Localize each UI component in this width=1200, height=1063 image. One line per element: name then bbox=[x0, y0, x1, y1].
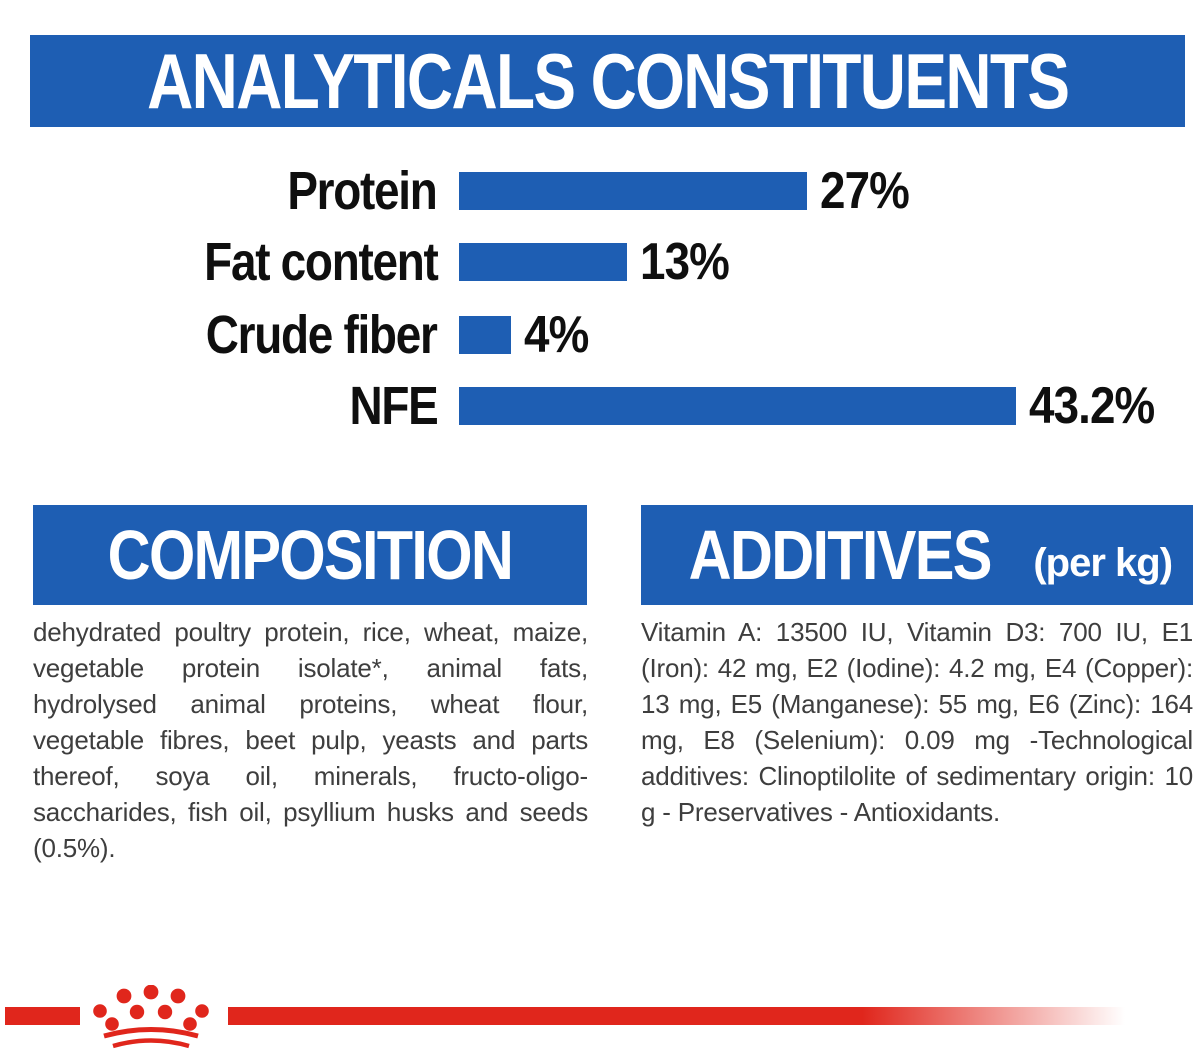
chart-label: Protein bbox=[287, 161, 438, 221]
composition-body: dehydrated poultry protein, rice, wheat,… bbox=[33, 617, 588, 863]
chart-row-crude-fiber: Crude fiber 4% bbox=[0, 305, 1200, 365]
bar-nfe bbox=[459, 387, 1017, 425]
chart-row-nfe: NFE 43.2% bbox=[0, 376, 1200, 436]
chart-label: Crude fiber bbox=[206, 305, 438, 365]
footer-red-line-right bbox=[228, 1007, 1134, 1025]
composition-title: COMPOSITION bbox=[107, 516, 514, 594]
bar-crude-fiber bbox=[459, 316, 511, 354]
chart-label: Fat content bbox=[203, 232, 439, 292]
bar-protein bbox=[459, 172, 808, 210]
chart-row-fat-content: Fat content 13% bbox=[0, 232, 1200, 292]
bar-fat-content bbox=[459, 243, 627, 281]
chart-value: 43.2% bbox=[1029, 377, 1155, 435]
footer-red-line-left bbox=[5, 1007, 80, 1025]
additives-title: ADDITIVES bbox=[688, 516, 993, 594]
additives-banner: ADDITIVES (per kg) bbox=[641, 505, 1193, 605]
analyticals-banner: ANALYTICALS CONSTITUENTS bbox=[30, 35, 1185, 127]
additives-body: Vitamin A: 13500 IU, Vitamin D3: 700 IU,… bbox=[641, 617, 1193, 827]
composition-banner: COMPOSITION bbox=[33, 505, 587, 605]
chart-value: 4% bbox=[523, 306, 589, 364]
analyticals-title: ANALYTICALS CONSTITUENTS bbox=[146, 37, 1070, 125]
chart-value: 13% bbox=[639, 233, 730, 291]
royal-canin-crown-icon bbox=[93, 985, 209, 1049]
chart-row-protein: Protein 27% bbox=[0, 161, 1200, 221]
additives-per-kg-suffix: (per kg) bbox=[1033, 540, 1173, 585]
chart-label: NFE bbox=[349, 376, 438, 436]
chart-value: 27% bbox=[820, 162, 910, 220]
